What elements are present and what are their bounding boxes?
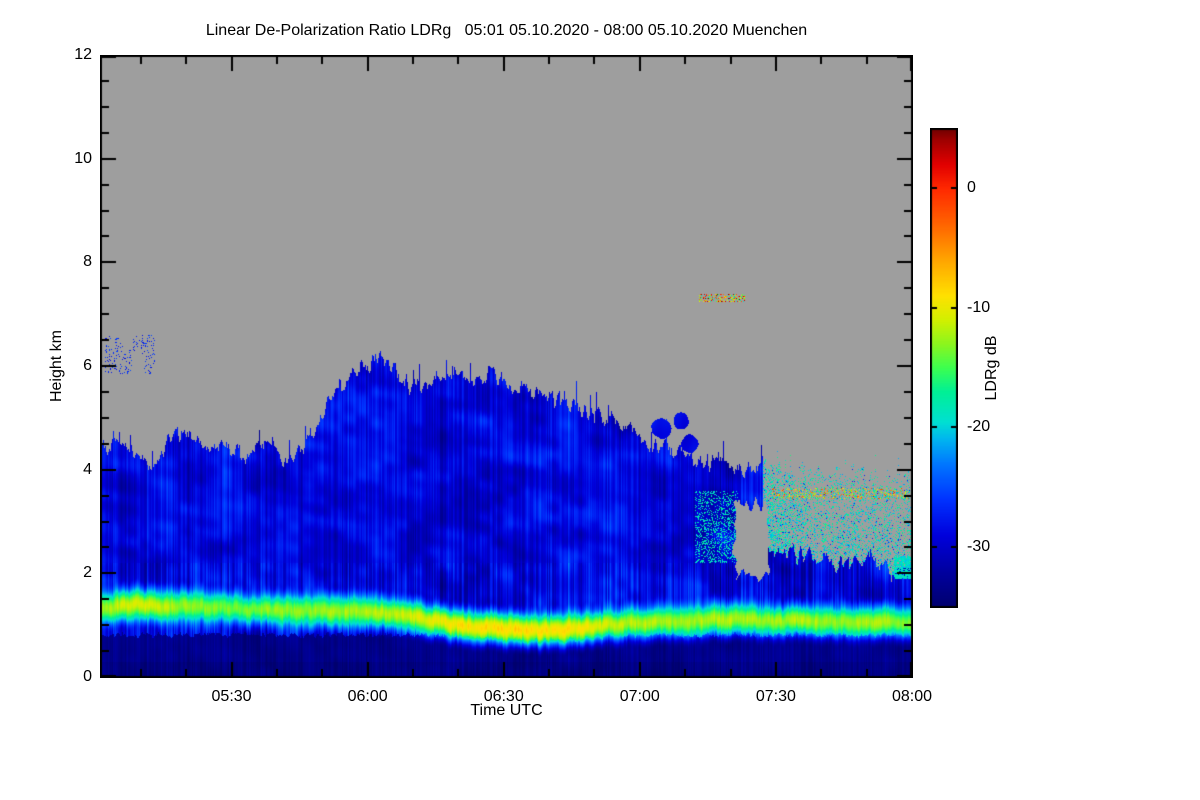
x-tick-label: 06:30 — [483, 688, 524, 705]
colorbar-tick-label: 0 — [967, 178, 976, 196]
y-tick-label: 8 — [83, 253, 92, 271]
y-tick-label: 0 — [83, 668, 92, 685]
x-axis-title: Time UTC — [470, 702, 543, 719]
heatmap-plot-area — [100, 55, 913, 678]
colorbar-tick-label: -30 — [967, 538, 991, 556]
colorbar-tick-label: -20 — [967, 418, 991, 436]
y-tick-label: 10 — [74, 149, 92, 167]
colorbar-title: LDRg dB — [983, 335, 1000, 401]
x-tick-label: 07:00 — [619, 688, 660, 705]
y-tick-label: 2 — [83, 564, 92, 582]
colorbar-tick-label: -10 — [967, 298, 991, 316]
chart-title: Linear De-Polarization Ratio LDRg 05:01 … — [205, 22, 808, 39]
y-tick-label: 4 — [83, 460, 92, 478]
x-tick-label: 08:00 — [891, 688, 933, 705]
x-tick-label: 07:30 — [755, 688, 796, 705]
y-tick-label: 12 — [74, 46, 92, 63]
y-tick-label: 6 — [83, 357, 92, 374]
x-tick-label: 06:00 — [347, 688, 388, 705]
x-tick-label: 05:30 — [211, 688, 252, 705]
colorbar — [930, 128, 958, 608]
